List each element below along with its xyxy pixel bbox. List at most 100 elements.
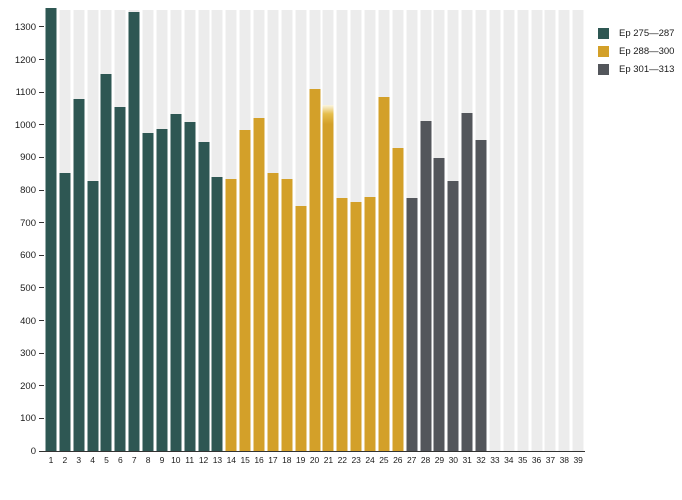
tick-mark bbox=[39, 156, 44, 158]
bar-column: 25 bbox=[377, 10, 391, 465]
x-tick-label: 20 bbox=[309, 455, 320, 465]
bar bbox=[45, 8, 57, 451]
legend-item-ep-288-300: Ep 288—300 bbox=[598, 46, 674, 57]
bar-column: 15 bbox=[238, 10, 252, 465]
bar bbox=[447, 180, 459, 451]
bar-column: 4 bbox=[86, 10, 100, 465]
bar-column: 19 bbox=[294, 10, 308, 465]
bar-column: 6 bbox=[113, 10, 127, 465]
bar-column: 37 bbox=[544, 10, 558, 465]
bar bbox=[322, 105, 334, 451]
legend-swatch-gray bbox=[598, 64, 609, 75]
bar bbox=[406, 197, 418, 451]
bar bbox=[350, 202, 362, 451]
bar-column: 1 bbox=[44, 8, 58, 465]
bar bbox=[170, 114, 182, 451]
bar bbox=[267, 172, 279, 451]
bar bbox=[142, 132, 154, 451]
tick-mark bbox=[39, 385, 44, 387]
bar-column: 10 bbox=[169, 10, 183, 465]
bar-column: 2 bbox=[58, 10, 72, 465]
bar-column: 29 bbox=[433, 10, 447, 465]
tick-mark bbox=[39, 254, 44, 256]
bar-column: 27 bbox=[405, 10, 419, 465]
legend-item-ep-301-313: Ep 301—313 bbox=[598, 64, 674, 75]
x-tick-label: 17 bbox=[268, 455, 278, 465]
tick-mark bbox=[39, 287, 44, 289]
y-tick-label: 700 bbox=[20, 217, 36, 229]
y-tick-label: 1300 bbox=[14, 21, 36, 33]
x-tick-label: 28 bbox=[420, 455, 431, 465]
x-tick-label: 5 bbox=[104, 455, 109, 465]
y-axis: 0 100 200 300 400 500 600 700 800 900 1000 1100 1200… bbox=[0, 10, 44, 457]
bar-column: 3 bbox=[72, 10, 86, 465]
x-tick-label: 24 bbox=[365, 455, 375, 465]
y-tick-label: 400 bbox=[20, 315, 36, 327]
y-tick-label: 1000 bbox=[14, 119, 36, 131]
bar bbox=[420, 121, 432, 451]
bar bbox=[100, 74, 112, 451]
x-tick-label: 30 bbox=[448, 455, 459, 465]
bar-column: 38 bbox=[557, 10, 571, 465]
bar bbox=[281, 178, 293, 451]
x-tick-label: 23 bbox=[351, 455, 361, 465]
tick-mark bbox=[39, 417, 44, 419]
tick-mark bbox=[39, 222, 44, 224]
tick-mark bbox=[39, 320, 44, 322]
x-tick-label: 19 bbox=[295, 455, 306, 465]
bar bbox=[461, 112, 473, 451]
x-tick-label: 39 bbox=[573, 455, 583, 465]
bar-column: 12 bbox=[197, 10, 211, 465]
background-stripe bbox=[489, 10, 501, 451]
bar bbox=[211, 176, 223, 451]
x-tick-label: 10 bbox=[171, 455, 181, 465]
y-tick-label: 100 bbox=[20, 413, 36, 425]
background-stripe bbox=[517, 10, 529, 451]
bar bbox=[239, 129, 251, 451]
bar bbox=[309, 88, 321, 451]
x-tick-label: 37 bbox=[545, 455, 556, 465]
x-tick-label: 25 bbox=[379, 455, 389, 465]
bar-column: 14 bbox=[224, 10, 238, 465]
bar bbox=[336, 198, 348, 451]
x-tick-label: 12 bbox=[198, 455, 209, 465]
tick-mark bbox=[39, 91, 44, 93]
bar-column: 5 bbox=[100, 10, 114, 465]
y-tick-label: 300 bbox=[20, 348, 36, 360]
bar bbox=[184, 121, 196, 451]
bar-column: 34 bbox=[502, 10, 516, 465]
x-tick-label: 22 bbox=[337, 455, 348, 465]
x-tick-label: 33 bbox=[490, 455, 500, 465]
bar bbox=[198, 141, 210, 451]
legend-swatch-yellow bbox=[598, 46, 609, 57]
bar-column: 20 bbox=[308, 10, 322, 465]
bar-column: 32 bbox=[474, 10, 488, 465]
bar-column: 35 bbox=[516, 10, 530, 465]
x-tick-label: 26 bbox=[393, 455, 403, 465]
x-tick-label: 29 bbox=[434, 455, 445, 465]
bar-column: 33 bbox=[488, 10, 502, 465]
bar-column: 31 bbox=[460, 10, 474, 465]
bar bbox=[378, 97, 390, 451]
bar-column: 23 bbox=[349, 10, 363, 465]
bar bbox=[128, 12, 140, 451]
tick-mark bbox=[39, 352, 44, 354]
bar-column: 21 bbox=[322, 10, 336, 465]
y-tick-label: 500 bbox=[20, 282, 36, 294]
bar bbox=[225, 179, 237, 451]
x-tick-label: 9 bbox=[159, 455, 165, 465]
legend-label: Ep 275—287 bbox=[619, 28, 675, 39]
bar bbox=[59, 172, 71, 451]
bar bbox=[295, 206, 307, 451]
x-tick-label: 16 bbox=[254, 455, 264, 465]
y-tick-label: 0 bbox=[30, 446, 36, 457]
bar bbox=[392, 148, 404, 451]
bar bbox=[156, 128, 168, 451]
y-tick-label: 1200 bbox=[14, 54, 36, 66]
x-tick-label: 36 bbox=[531, 455, 542, 465]
background-stripe bbox=[544, 10, 556, 451]
legend-item-ep-275-287: Ep 275—287 bbox=[598, 28, 674, 39]
tick-mark bbox=[39, 59, 44, 61]
bar-column: 18 bbox=[280, 10, 294, 465]
